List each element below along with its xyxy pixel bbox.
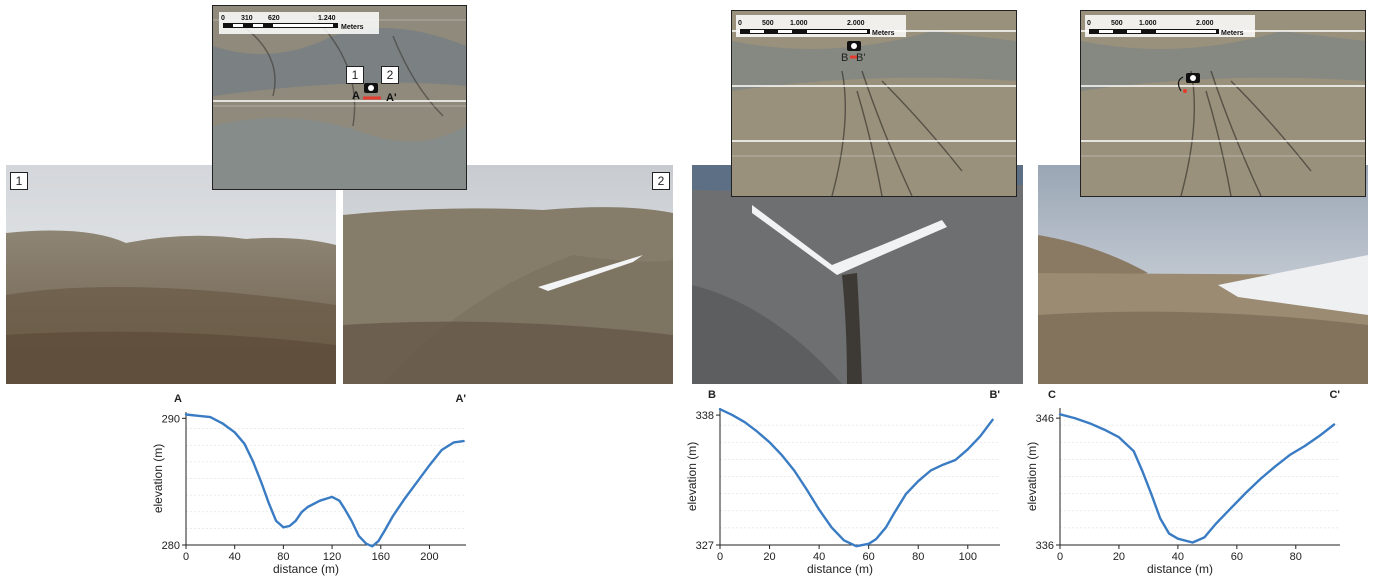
- map-inset-b: 0 500 1.000 2.000 Meters: [731, 10, 1017, 197]
- x-tick-label-a-1: 40: [229, 551, 241, 563]
- photo-3: [692, 165, 1023, 384]
- x-axis-title-c: distance (m): [1147, 562, 1213, 576]
- profile-start-label-b: B: [708, 389, 716, 401]
- x-tick-label-c-3: 60: [1231, 551, 1243, 563]
- profile-start-label-c: C: [1048, 389, 1056, 401]
- map-a-scale-3: 1.240: [318, 15, 336, 22]
- map-c-scalebar: 0 500 1.000 2.000 Meters: [1085, 15, 1255, 37]
- map-a-scale-2: 620: [268, 15, 280, 22]
- photo-2-badge: 2: [652, 172, 670, 190]
- map-b-scale-0: 0: [738, 20, 742, 27]
- y-tick-label-b-0: 327: [696, 540, 714, 552]
- profile-end-label-b: B': [989, 389, 1000, 401]
- profile-end-label-a: A': [455, 393, 466, 405]
- map-b-profile-end: B': [856, 52, 866, 64]
- x-tick-label-b-0: 0: [717, 551, 723, 563]
- photo-2: [343, 165, 673, 384]
- camera-icon: [847, 41, 861, 51]
- x-tick-label-c-0: 0: [1057, 551, 1063, 563]
- map-inset-c: 0 500 1.000 2.000 Meters: [1080, 10, 1366, 197]
- map-b-profile-start: B: [841, 52, 849, 64]
- camera-icon: [1186, 73, 1200, 83]
- profile-line-c: [1058, 413, 1336, 544]
- x-tick-label-c-4: 80: [1290, 551, 1302, 563]
- y-tick-label-a-0: 280: [162, 540, 180, 552]
- map-a-marker-2: 2: [381, 66, 399, 84]
- profile-chart-b: 0 20 40 60 80 100 327 338 distance (m) elevation …: [676, 388, 1021, 578]
- x-tick-label-b-4: 80: [912, 551, 924, 563]
- x-tick-label-a-3: 120: [323, 551, 341, 563]
- profile-start-label-a: A: [174, 393, 182, 405]
- map-c-scale-2: 1.000: [1139, 20, 1157, 27]
- map-c-units: Meters: [1221, 30, 1244, 37]
- map-a-profile-end: A': [386, 92, 397, 104]
- x-tick-label-b-2: 40: [813, 551, 825, 563]
- map-b-scale-1: 500: [762, 20, 774, 27]
- y-axis-title-a: elevation (m): [151, 444, 165, 513]
- x-tick-label-b-5: 100: [959, 551, 977, 563]
- x-tick-label-a-0: 0: [183, 551, 189, 563]
- map-inset-a: 0 310 620 1.240 Meters: [212, 5, 467, 190]
- map-a-scale-0: 0: [221, 15, 225, 22]
- x-tick-label-a-4: 160: [372, 551, 390, 563]
- map-a-profile-start: A: [352, 90, 360, 102]
- y-tick-label-a-1: 290: [162, 413, 180, 425]
- map-b-scale-2: 1.000: [790, 20, 808, 27]
- x-tick-label-b-3: 60: [863, 551, 875, 563]
- x-axis-title-a: distance (m): [273, 562, 339, 576]
- x-tick-label-a-5: 200: [420, 551, 438, 563]
- photo-1-badge: 1: [10, 172, 28, 190]
- map-a-scale-1: 310: [241, 15, 253, 22]
- x-tick-label-c-2: 40: [1172, 551, 1184, 563]
- profile-end-label-c: C': [1329, 389, 1340, 401]
- photo-1: [6, 165, 336, 384]
- x-tick-label-b-1: 20: [763, 551, 775, 563]
- x-tick-label-c-1: 20: [1113, 551, 1125, 563]
- map-a-units: Meters: [341, 24, 364, 31]
- map-c-scale-3: 2.000: [1196, 20, 1214, 27]
- map-c-scale-1: 500: [1111, 20, 1123, 27]
- profile-line-a: [184, 413, 465, 548]
- map-b-scalebar: 0 500 1.000 2.000 Meters: [736, 15, 906, 37]
- map-c-scale-0: 0: [1087, 20, 1091, 27]
- profile-line-b: [718, 408, 994, 548]
- camera-icon: [364, 83, 378, 93]
- map-b-units: Meters: [872, 30, 895, 37]
- y-tick-label-c-1: 346: [1036, 413, 1054, 425]
- photo-4: [1038, 165, 1368, 384]
- map-a-scalebar: 0 310 620 1.240 Meters: [219, 12, 379, 34]
- profile-chart-c: 0 20 40 60 80 336 346 distance (m) elevation (m)…: [1022, 388, 1367, 578]
- x-axis-title-b: distance (m): [807, 562, 873, 576]
- y-tick-label-b-1: 338: [696, 410, 714, 422]
- x-tick-label-a-2: 80: [277, 551, 289, 563]
- profile-chart-a: 0 40 80 120 160 200 280 290 distance (m) elevatio…: [140, 388, 480, 578]
- y-axis-title-b: elevation (m): [685, 442, 699, 511]
- y-tick-label-c-0: 336: [1036, 540, 1054, 552]
- map-b-scale-3: 2.000: [847, 20, 865, 27]
- map-a-marker-1: 1: [346, 66, 364, 84]
- y-axis-title-c: elevation (m): [1025, 442, 1039, 511]
